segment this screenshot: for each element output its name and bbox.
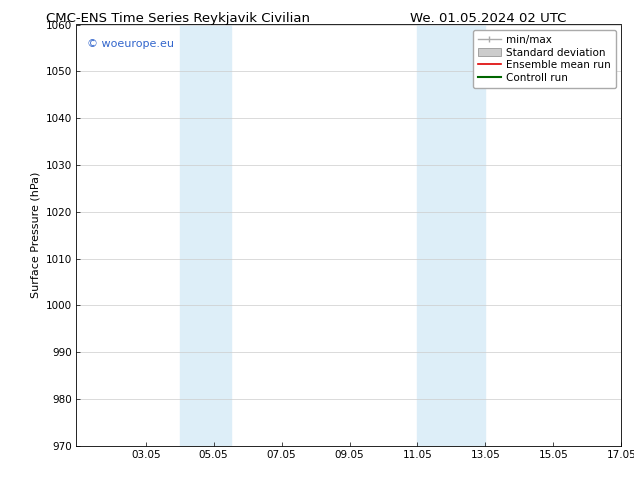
Bar	[179, 24, 231, 446]
Text: CMC-ENS Time Series Reykjavik Civilian: CMC-ENS Time Series Reykjavik Civilian	[46, 12, 309, 25]
Legend: min/max, Standard deviation, Ensemble mean run, Controll run: min/max, Standard deviation, Ensemble me…	[473, 30, 616, 88]
Bar	[418, 24, 486, 446]
Text: © woeurope.eu: © woeurope.eu	[87, 39, 174, 49]
Text: We. 01.05.2024 02 UTC: We. 01.05.2024 02 UTC	[410, 12, 566, 25]
Y-axis label: Surface Pressure (hPa): Surface Pressure (hPa)	[30, 172, 40, 298]
